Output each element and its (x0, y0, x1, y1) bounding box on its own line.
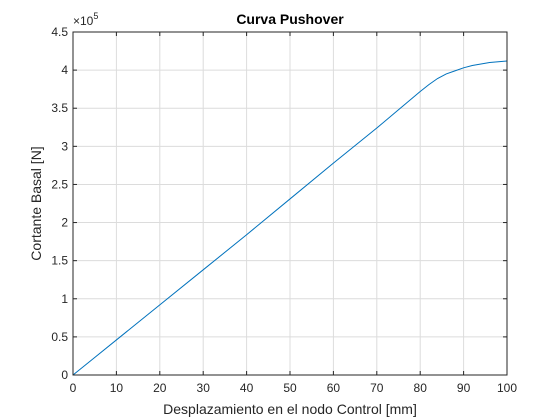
x-tick-label: 80 (414, 381, 428, 395)
y-scale-base: ×10 (73, 14, 94, 28)
y-tick-label: 3.5 (51, 101, 68, 115)
y-tick-label: 2 (61, 216, 68, 230)
series-layer (72, 60, 508, 376)
axes (72, 31, 508, 376)
x-tick-label: 0 (70, 381, 77, 395)
chart-title: Curva Pushover (236, 11, 344, 27)
x-tick-label: 20 (153, 381, 167, 395)
y-tick-labels: 0 0.5 1 1.5 2 2.5 3 3.5 4 4.5 (51, 25, 68, 382)
x-tick-label: 90 (457, 381, 471, 395)
x-tick-label: 30 (197, 381, 211, 395)
series-line-0 (72, 60, 508, 376)
axes-box (72, 31, 508, 376)
y-tick-label: 1 (61, 292, 68, 306)
x-tick-label: 60 (327, 381, 341, 395)
y-tick-label: 4.5 (51, 25, 68, 39)
x-tick-label: 70 (370, 381, 384, 395)
x-tick-label: 10 (110, 381, 124, 395)
y-tick-label: 1.5 (51, 254, 68, 268)
y-tick-label: 0.5 (51, 330, 68, 344)
x-tick-label: 50 (283, 381, 297, 395)
y-tick-label: 2.5 (51, 177, 68, 191)
y-axis-label: Cortante Basal [N] (28, 146, 44, 260)
x-axis-label: Desplazamiento en el nodo Control [mm] (163, 401, 417, 417)
y-tick-label: 3 (61, 139, 68, 153)
y-scale-exponent: 5 (93, 11, 98, 21)
y-scale-factor: ×105 (73, 11, 98, 28)
x-tick-label: 40 (240, 381, 254, 395)
x-tick-labels: 0 10 20 30 40 50 60 70 80 90 100 (70, 381, 518, 395)
y-tick-label: 0 (61, 368, 68, 382)
y-tick-label: 4 (61, 63, 68, 77)
x-tick-label: 100 (497, 381, 517, 395)
